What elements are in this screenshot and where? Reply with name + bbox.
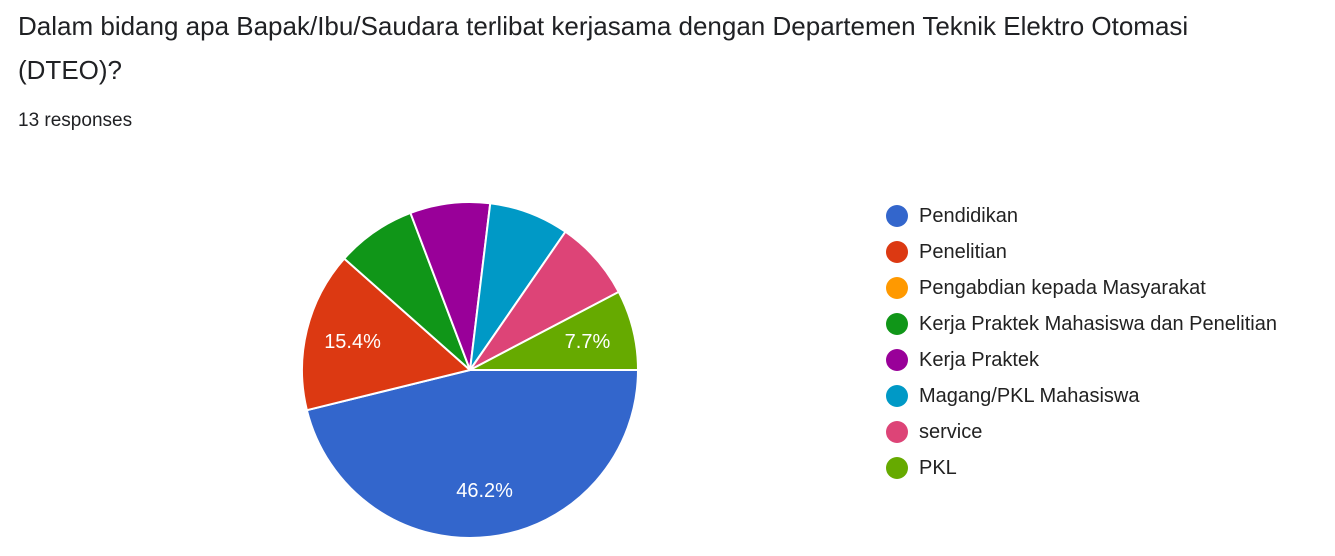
legend-swatch	[886, 277, 908, 299]
legend-label: Penelitian	[919, 240, 1007, 263]
legend-swatch	[886, 385, 908, 407]
legend-swatch	[886, 205, 908, 227]
legend-label: Pendidikan	[919, 204, 1018, 227]
legend-item: PKL	[886, 450, 1277, 486]
legend: Pendidikan Penelitian Pengabdian kepada Ma…	[886, 198, 1277, 486]
legend-item: service	[886, 414, 1277, 450]
pie-slice-0	[305, 369, 640, 539]
legend-item: Pendidikan	[886, 198, 1277, 234]
legend-item: Magang/PKL Mahasiswa	[886, 378, 1277, 414]
response-count: 13 responses	[18, 110, 133, 131]
legend-swatch	[886, 349, 908, 371]
question-title: Dalam bidang apa Bapak/Ibu/Saudara terli…	[18, 11, 1189, 85]
legend-swatch	[886, 457, 908, 479]
legend-item: Kerja Praktek	[886, 342, 1277, 378]
legend-label: Pengabdian kepada Masyarakat	[919, 276, 1206, 299]
legend-label: Kerja Praktek	[919, 348, 1040, 371]
data-label: 15.4%	[324, 331, 381, 353]
legend-swatch	[886, 421, 908, 443]
legend-label: Kerja Praktek Mahasiswa dan Penelitian	[919, 312, 1277, 335]
legend-label: Magang/PKL Mahasiswa	[919, 384, 1140, 407]
legend-label: PKL	[919, 456, 957, 479]
data-label: 46.2%	[456, 480, 513, 502]
pie-slice-7	[469, 290, 640, 371]
data-label: 7.7%	[565, 331, 611, 353]
legend-label: service	[919, 420, 983, 443]
legend-item: Kerja Praktek Mahasiswa dan Penelitian	[886, 306, 1277, 342]
legend-swatch	[886, 313, 908, 335]
legend-item: Penelitian	[886, 234, 1277, 270]
legend-swatch	[886, 241, 908, 263]
legend-item: Pengabdian kepada Masyarakat	[886, 270, 1277, 306]
pie-slice-1	[301, 257, 473, 412]
